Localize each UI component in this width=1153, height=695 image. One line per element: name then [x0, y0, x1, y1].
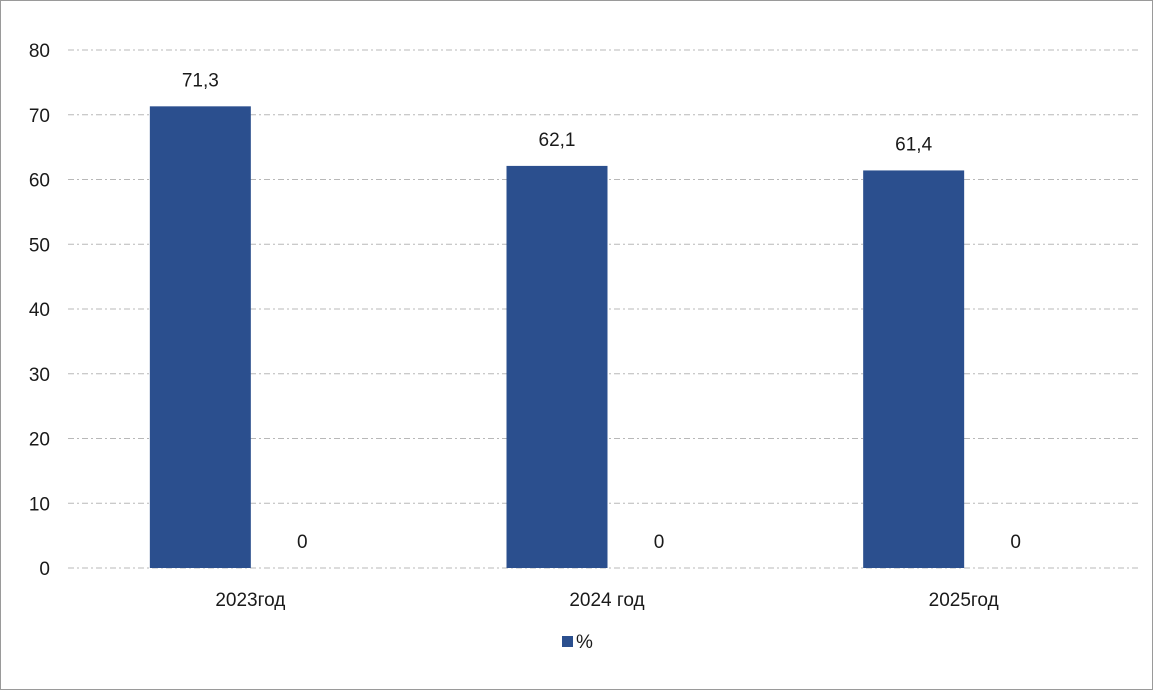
data-label: 62,1	[539, 130, 576, 151]
data-label: 0	[297, 532, 308, 553]
data-labels: 71,3 0 62,1 0 61,4 0	[182, 70, 1021, 553]
data-label: 0	[1010, 532, 1021, 553]
bar	[149, 106, 251, 569]
y-tick-label: 30	[29, 365, 50, 386]
data-label: 71,3	[182, 70, 219, 91]
y-tick-label: 40	[29, 300, 50, 321]
legend-label: %	[576, 632, 593, 653]
y-axis-ticks: 0 10 20 30 40 50 60 70 80	[29, 41, 50, 580]
y-tick-label: 0	[39, 559, 50, 580]
data-label: 0	[654, 532, 665, 553]
y-tick-label: 10	[29, 494, 50, 515]
bars	[149, 106, 965, 569]
bar	[506, 165, 608, 568]
x-axis-categories: 2023год 2024 год 2025год	[215, 590, 998, 611]
y-tick-label: 50	[29, 235, 50, 256]
legend: %	[562, 632, 593, 653]
data-label: 61,4	[895, 134, 932, 155]
x-category-label: 2024 год	[569, 590, 644, 611]
y-tick-label: 80	[29, 41, 50, 62]
legend-swatch	[562, 636, 573, 647]
x-category-label: 2023год	[215, 590, 285, 611]
y-tick-label: 20	[29, 430, 50, 451]
bar	[863, 170, 965, 568]
x-category-label: 2025год	[929, 590, 999, 611]
y-tick-label: 70	[29, 106, 50, 127]
y-tick-label: 60	[29, 171, 50, 192]
